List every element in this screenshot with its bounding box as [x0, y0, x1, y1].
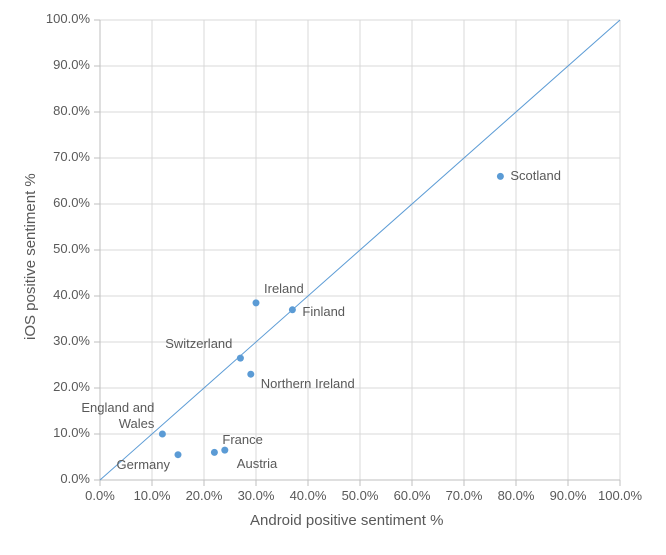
y-tick-label: 90.0%: [53, 57, 90, 72]
y-tick-label: 100.0%: [46, 11, 90, 26]
point-label: Switzerland: [92, 336, 232, 351]
y-tick-label: 20.0%: [53, 379, 90, 394]
y-tick-label: 60.0%: [53, 195, 90, 210]
point-label: Wales: [64, 416, 154, 431]
x-tick-label: 100.0%: [598, 488, 642, 503]
y-tick-label: 50.0%: [53, 241, 90, 256]
x-tick-label: 60.0%: [390, 488, 434, 503]
x-tick-label: 90.0%: [546, 488, 590, 503]
point-label: Northern Ireland: [261, 376, 355, 391]
y-axis-label: iOS positive sentiment %: [22, 173, 39, 340]
point-label: Austria: [237, 456, 277, 471]
point-label: Ireland: [264, 281, 304, 296]
point-label: France: [222, 432, 262, 447]
point-label: Scotland: [510, 168, 561, 183]
y-tick-label: 40.0%: [53, 287, 90, 302]
x-tick-label: 10.0%: [130, 488, 174, 503]
x-tick-label: 20.0%: [182, 488, 226, 503]
y-tick-label: 80.0%: [53, 103, 90, 118]
scatter-chart: 0.0% 10.0% 20.0% 30.0% 40.0% 50.0% 60.0% 70.0% 8…: [0, 0, 666, 555]
y-tick-label: 30.0%: [53, 333, 90, 348]
y-tick-label: 0.0%: [60, 471, 90, 486]
x-tick-label: 50.0%: [338, 488, 382, 503]
x-tick-label: 30.0%: [234, 488, 278, 503]
point-label: Germany: [30, 457, 170, 472]
point-label: England and: [64, 400, 154, 415]
x-axis-label: Android positive sentiment %: [250, 512, 443, 529]
x-tick-label: 40.0%: [286, 488, 330, 503]
point-label: Finland: [302, 304, 345, 319]
x-tick-label: 0.0%: [78, 488, 122, 503]
y-tick-label: 70.0%: [53, 149, 90, 164]
x-tick-label: 80.0%: [494, 488, 538, 503]
x-tick-label: 70.0%: [442, 488, 486, 503]
chart-svg: [0, 0, 666, 555]
